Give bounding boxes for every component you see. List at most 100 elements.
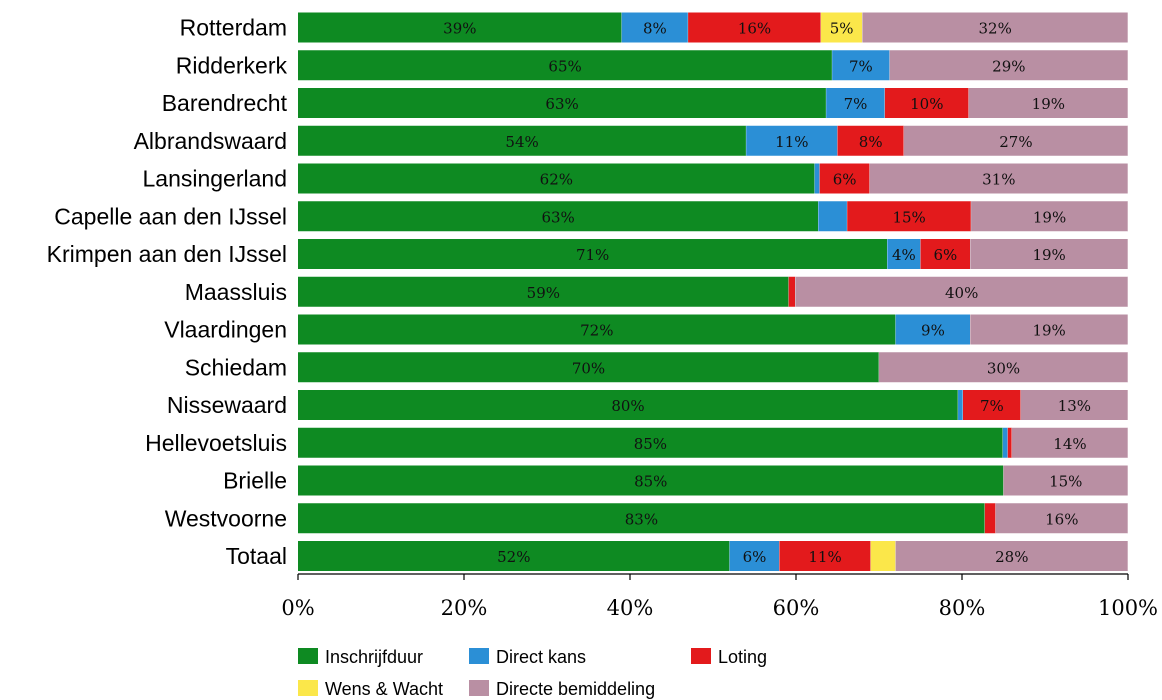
bar-rotterdam-directe-bemiddeling bbox=[862, 12, 1128, 43]
data-label-nissewaard-directe-bemiddeling: 13% bbox=[1058, 397, 1091, 415]
x-tick-label: 20% bbox=[441, 596, 488, 620]
bar-lansingerland-directe-bemiddeling bbox=[869, 163, 1128, 194]
data-label-totaal-loting: 11% bbox=[808, 548, 841, 566]
data-label-albrandswaard-direct-kans: 11% bbox=[775, 133, 808, 151]
data-label-lansingerland-inschrijfduur: 62% bbox=[540, 171, 573, 189]
category-label-maassluis: Maassluis bbox=[185, 279, 287, 305]
category-labels: Rotterdam Ridderkerk Barendrecht Albrandswa… bbox=[47, 15, 288, 570]
category-label-totaal: Totaal bbox=[226, 543, 287, 569]
bar-rotterdam-wens-wacht bbox=[820, 12, 863, 43]
data-label-westvoorne-inschrijfduur: 83% bbox=[625, 510, 658, 528]
data-label-krimpen-aan-den-ijssel-loting: 6% bbox=[934, 246, 958, 264]
bar-maassluis-loting bbox=[788, 276, 796, 307]
category-label-ridderkerk: Ridderkerk bbox=[176, 52, 288, 78]
data-label-krimpen-aan-den-ijssel-direct-kans: 4% bbox=[892, 246, 916, 264]
data-label-brielle-inschrijfduur: 85% bbox=[634, 473, 667, 491]
bar-krimpen-aan-den-ijssel-loting bbox=[920, 239, 971, 269]
bar-nissewaard-directe-bemiddeling bbox=[1020, 390, 1128, 420]
bar-totaal-wens-wacht bbox=[870, 541, 896, 571]
data-label-lansingerland-directe-bemiddeling: 31% bbox=[982, 171, 1015, 189]
bar-capelle-aan-den-ijssel-loting bbox=[847, 201, 972, 232]
legend-swatch-direct-kans bbox=[469, 648, 489, 664]
x-tick-label: 80% bbox=[939, 596, 986, 620]
data-label-totaal-directe-bemiddeling: 28% bbox=[995, 548, 1028, 566]
data-label-maassluis-inschrijfduur: 59% bbox=[527, 284, 560, 302]
bar-schiedam-directe-bemiddeling bbox=[879, 352, 1128, 383]
bar-nissewaard-inschrijfduur bbox=[298, 390, 959, 420]
bar-krimpen-aan-den-ijssel-directe-bemiddeling bbox=[970, 239, 1128, 269]
x-tick-label: 100% bbox=[1098, 596, 1158, 620]
legend-swatch-loting bbox=[691, 648, 711, 664]
category-label-westvoorne: Westvoorne bbox=[165, 505, 287, 531]
category-label-schiedam: Schiedam bbox=[185, 354, 287, 380]
bar-nissewaard-loting bbox=[962, 390, 1021, 420]
bar-westvoorne-directe-bemiddeling bbox=[995, 503, 1128, 534]
legend-label-inschrijfduur: Inschrijfduur bbox=[325, 647, 423, 667]
bar-lansingerland-direct-kans bbox=[814, 163, 820, 194]
bar-totaal-directe-bemiddeling bbox=[895, 541, 1128, 571]
category-label-vlaardingen: Vlaardingen bbox=[164, 317, 287, 343]
bar-albrandswaard-direct-kans bbox=[746, 125, 838, 156]
bar-maassluis-inschrijfduur bbox=[298, 276, 789, 307]
data-label-krimpen-aan-den-ijssel-directe-bemiddeling: 19% bbox=[1032, 246, 1065, 264]
bar-brielle-inschrijfduur bbox=[298, 465, 1004, 496]
bar-krimpen-aan-den-ijssel-inschrijfduur bbox=[298, 239, 888, 269]
bar-vlaardingen-inschrijfduur bbox=[298, 314, 896, 345]
bar-rotterdam-direct-kans bbox=[621, 12, 689, 43]
bar-albrandswaard-loting bbox=[837, 125, 904, 156]
category-label-hellevoetsluis: Hellevoetsluis bbox=[145, 430, 287, 456]
category-label-capelle-aan-den-ijssel: Capelle aan den IJssel bbox=[54, 203, 287, 229]
bar-totaal-inschrijfduur bbox=[298, 541, 730, 571]
bar-schiedam-inschrijfduur bbox=[298, 352, 879, 383]
bar-capelle-aan-den-ijssel-directe-bemiddeling bbox=[971, 201, 1128, 232]
data-label-maassluis-directe-bemiddeling: 40% bbox=[945, 284, 978, 302]
bar-albrandswaard-directe-bemiddeling bbox=[903, 125, 1128, 156]
data-label-totaal-inschrijfduur: 52% bbox=[497, 548, 530, 566]
data-label-barendrecht-inschrijfduur: 63% bbox=[545, 95, 578, 113]
bar-rotterdam-inschrijfduur bbox=[298, 12, 622, 43]
category-label-lansingerland: Lansingerland bbox=[142, 166, 287, 192]
bar-barendrecht-directe-bemiddeling bbox=[968, 88, 1128, 118]
bar-lansingerland-loting bbox=[819, 163, 870, 194]
legend-swatch-wens-wacht bbox=[298, 680, 318, 696]
bar-ridderkerk-directe-bemiddeling bbox=[889, 50, 1128, 81]
data-label-barendrecht-directe-bemiddeling: 19% bbox=[1032, 95, 1065, 113]
data-label-barendrecht-loting: 10% bbox=[910, 95, 943, 113]
bar-rotterdam-loting bbox=[688, 12, 821, 43]
data-label-westvoorne-directe-bemiddeling: 16% bbox=[1045, 510, 1078, 528]
x-tick-label: 40% bbox=[607, 596, 654, 620]
bar-vlaardingen-directe-bemiddeling bbox=[970, 314, 1128, 345]
data-label-albrandswaard-directe-bemiddeling: 27% bbox=[999, 133, 1032, 151]
bar-westvoorne-loting bbox=[984, 503, 996, 534]
category-label-barendrecht: Barendrecht bbox=[162, 90, 288, 116]
x-axis-ticks: 0% 20% 40% 60% 80% 100% bbox=[281, 574, 1158, 620]
bar-hellevoetsluis-direct-kans bbox=[1002, 427, 1008, 458]
bar-hellevoetsluis-directe-bemiddeling bbox=[1011, 427, 1128, 458]
bar-nissewaard-direct-kans bbox=[958, 390, 963, 420]
data-label-nissewaard-loting: 7% bbox=[980, 397, 1004, 415]
bar-totaal-direct-kans bbox=[729, 541, 780, 571]
bar-totaal-loting bbox=[779, 541, 871, 571]
data-label-totaal-direct-kans: 6% bbox=[743, 548, 767, 566]
data-label-capelle-aan-den-ijssel-directe-bemiddeling: 19% bbox=[1033, 208, 1066, 226]
data-label-rotterdam-direct-kans: 8% bbox=[643, 20, 667, 38]
bar-krimpen-aan-den-ijssel-direct-kans bbox=[887, 239, 921, 269]
legend-swatch-inschrijfduur bbox=[298, 648, 318, 664]
data-label-capelle-aan-den-ijssel-inschrijfduur: 63% bbox=[541, 208, 574, 226]
x-tick-label: 0% bbox=[281, 596, 314, 620]
legend: Inschrijfduur Direct kans Loting Wens & Wac… bbox=[298, 647, 767, 699]
data-label-lansingerland-loting: 6% bbox=[833, 171, 857, 189]
data-label-schiedam-inschrijfduur: 70% bbox=[572, 359, 605, 377]
category-label-rotterdam: Rotterdam bbox=[180, 15, 287, 41]
data-label-rotterdam-inschrijfduur: 39% bbox=[443, 20, 476, 38]
bar-brielle-directe-bemiddeling bbox=[1003, 465, 1128, 496]
x-tick-label: 60% bbox=[773, 596, 820, 620]
bar-ridderkerk-direct-kans bbox=[832, 50, 890, 81]
legend-label-direct-kans: Direct kans bbox=[496, 647, 586, 667]
bar-barendrecht-inschrijfduur bbox=[298, 88, 827, 118]
bar-westvoorne-inschrijfduur bbox=[298, 503, 985, 534]
data-label-vlaardingen-directe-bemiddeling: 19% bbox=[1032, 322, 1065, 340]
bar-capelle-aan-den-ijssel-inschrijfduur bbox=[298, 201, 819, 232]
category-label-krimpen-aan-den-ijssel: Krimpen aan den IJssel bbox=[47, 241, 287, 267]
